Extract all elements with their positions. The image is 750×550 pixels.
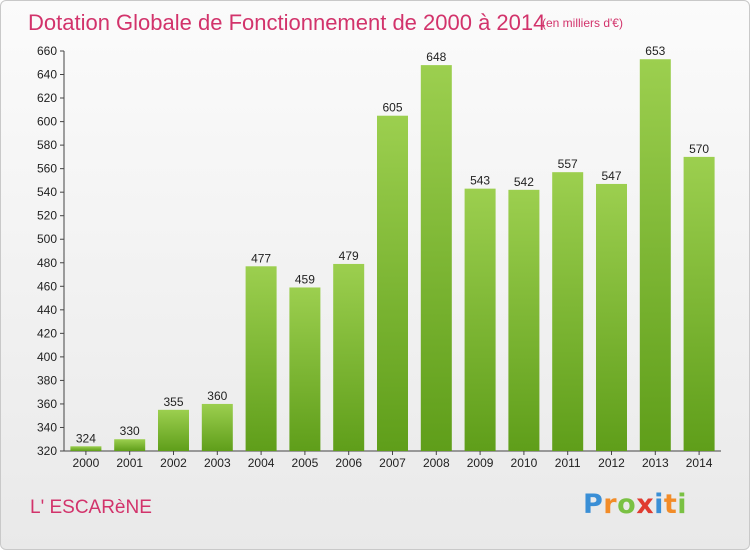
bar-2011 xyxy=(552,172,584,452)
y-tick-label: 580 xyxy=(37,138,57,152)
x-tick-label: 2000 xyxy=(73,456,100,470)
x-tick-label: 2001 xyxy=(116,456,143,470)
logo-letter: i xyxy=(654,489,664,520)
y-tick-label: 660 xyxy=(37,44,57,58)
x-tick-label: 2003 xyxy=(204,456,231,470)
bar-2002 xyxy=(158,409,189,451)
x-tick-label: 2010 xyxy=(511,456,538,470)
bar-2012 xyxy=(596,183,627,452)
y-tick-label: 320 xyxy=(37,444,57,458)
x-tick-label: 2007 xyxy=(379,456,406,470)
x-tick-label: 2011 xyxy=(555,456,581,470)
bar-2000 xyxy=(70,446,102,451)
y-tick-label: 340 xyxy=(37,420,57,434)
bar-value-label: 355 xyxy=(163,395,183,409)
bar-2006 xyxy=(333,263,365,451)
y-tick-label: 440 xyxy=(37,303,57,317)
x-tick-label: 2012 xyxy=(598,456,625,470)
bar-2005 xyxy=(289,287,321,451)
logo-letter: t xyxy=(663,489,678,520)
bar-value-label: 459 xyxy=(295,272,315,286)
bar-value-label: 542 xyxy=(514,175,534,189)
logo-letter: P xyxy=(583,489,604,520)
logo-letter: x xyxy=(636,489,655,520)
bar-value-label: 479 xyxy=(339,249,359,263)
bar-value-label: 330 xyxy=(120,424,140,438)
bar-value-label: 543 xyxy=(470,174,490,188)
bar-value-label: 653 xyxy=(645,44,665,58)
y-tick-label: 380 xyxy=(37,373,57,387)
x-tick-label: 2005 xyxy=(292,456,319,470)
logo-letter: r xyxy=(603,489,618,520)
bar-value-label: 557 xyxy=(558,157,578,171)
bar-value-label: 324 xyxy=(76,431,96,445)
bar-value-label: 648 xyxy=(426,50,446,64)
y-tick-label: 620 xyxy=(37,91,57,105)
bar-value-label: 360 xyxy=(207,389,227,403)
y-tick-label: 360 xyxy=(37,397,57,411)
chart-subtitle: (en milliers d'€) xyxy=(542,16,623,30)
x-tick-label: 2008 xyxy=(423,456,450,470)
proxiti-logo: Proxiti xyxy=(583,489,687,520)
bar-2008 xyxy=(420,65,452,451)
x-tick-label: 2014 xyxy=(686,456,713,470)
bar-2001 xyxy=(114,439,146,451)
bar-value-label: 547 xyxy=(601,169,621,183)
bar-value-label: 477 xyxy=(251,251,271,265)
y-tick-label: 560 xyxy=(37,162,57,176)
bar-2003 xyxy=(201,403,233,451)
y-tick-label: 600 xyxy=(37,115,57,129)
bar-value-label: 605 xyxy=(382,101,402,115)
chart-title: Dotation Globale de Fonctionnement de 20… xyxy=(28,10,546,35)
logo-letter: i xyxy=(677,489,688,520)
bar-2014 xyxy=(683,156,715,451)
x-tick-label: 2006 xyxy=(335,456,362,470)
bar-2004 xyxy=(245,266,277,451)
x-axis: 2000 2001 2002 2003 2004 2005 2006 2007 2008 2009… xyxy=(64,450,721,470)
logo-letter: o xyxy=(617,489,637,520)
bar-2013 xyxy=(639,59,671,452)
y-tick-label: 540 xyxy=(37,185,57,199)
y-tick-label: 520 xyxy=(37,209,57,223)
x-tick-label: 2002 xyxy=(160,456,187,470)
bars: 324 330 355 360 477 459 479 605 648 543 542 557 547 6… xyxy=(70,44,715,452)
y-tick-label: 400 xyxy=(37,350,57,364)
x-tick-label: 2013 xyxy=(642,456,669,470)
y-tick-label: 420 xyxy=(37,326,57,340)
bar-value-label: 570 xyxy=(689,142,709,156)
y-tick-label: 500 xyxy=(37,232,57,246)
y-tick-label: 460 xyxy=(37,279,57,293)
y-tick-label: 640 xyxy=(37,68,57,82)
commune-name: L' ESCARèNE xyxy=(30,497,152,518)
y-tick-label: 480 xyxy=(37,256,57,270)
bar-2010 xyxy=(508,189,540,451)
y-axis: 320 340 360 380 400 420 440 460 480 500 520 540 560 5… xyxy=(37,44,65,458)
x-tick-label: 2004 xyxy=(248,456,275,470)
bar-2009 xyxy=(464,188,496,451)
bar-2007 xyxy=(377,115,408,452)
x-tick-label: 2009 xyxy=(467,456,494,470)
